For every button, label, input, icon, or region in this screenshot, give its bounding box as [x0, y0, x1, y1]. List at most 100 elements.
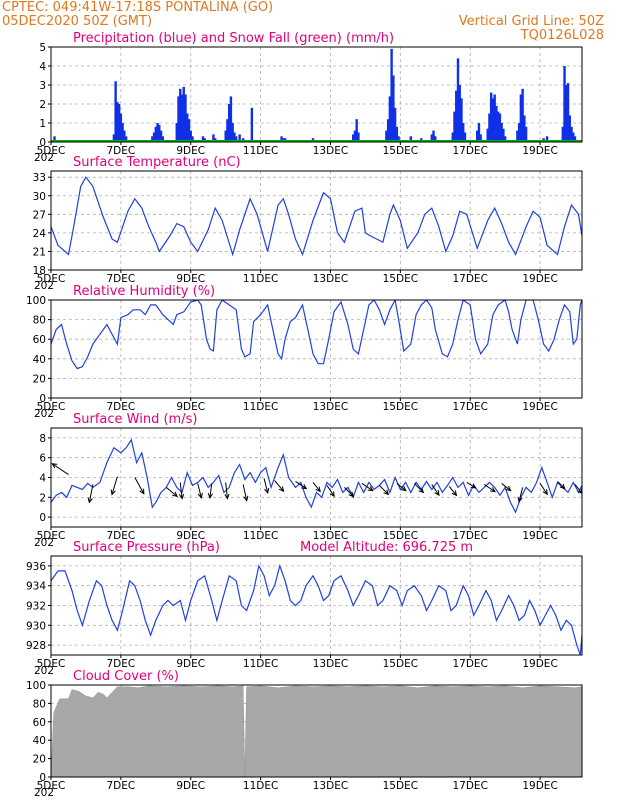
- precip-bar: [250, 107, 254, 142]
- wind-vector: [165, 487, 178, 497]
- x-tick-label: 9DEC: [176, 780, 205, 792]
- y-tick-label: 20: [33, 754, 46, 766]
- precip-bar: [516, 130, 519, 142]
- precip-bar: [573, 136, 577, 142]
- precip-bar: [475, 130, 479, 142]
- x-tick-label: 15DEC: [383, 401, 418, 413]
- precip-bar: [455, 90, 458, 142]
- wind-vector: [88, 484, 94, 503]
- wind-arrowhead: [400, 485, 407, 492]
- x-year-label: 202: [34, 280, 54, 292]
- precip-bar: [566, 83, 570, 142]
- precip-bar: [568, 115, 571, 142]
- precip-bar: [453, 111, 456, 142]
- precip-bar: [201, 136, 205, 142]
- x-tick-label: 5DEC: [37, 530, 66, 542]
- precip-bar: [572, 132, 575, 142]
- x-tick-label: 9DEC: [176, 145, 205, 157]
- y-tick-label: 930: [26, 620, 46, 632]
- precip-bar: [351, 134, 355, 142]
- precip-bar: [561, 126, 564, 142]
- precip-bar: [519, 94, 523, 142]
- x-tick-label: 11DEC: [243, 401, 278, 413]
- precip-bar: [114, 81, 117, 142]
- precip-bar: [187, 119, 191, 142]
- y-tick-label: 934: [26, 581, 46, 593]
- precip-bar: [175, 123, 178, 142]
- model-label: TQ0126L028: [520, 28, 604, 43]
- y-tick-label: 80: [33, 315, 46, 327]
- wind-arrowhead: [315, 486, 321, 493]
- precip-bar: [565, 85, 568, 142]
- wind-vector: [501, 483, 511, 492]
- x-year-label: 202: [34, 665, 54, 677]
- wind-vector: [483, 484, 496, 493]
- x-tick-label: 15DEC: [383, 780, 418, 792]
- precip-bar: [460, 98, 463, 142]
- x-tick-label: 15DEC: [383, 145, 418, 157]
- precip-bar: [458, 85, 461, 142]
- precip-bar: [189, 130, 192, 142]
- precip-bar: [503, 136, 507, 142]
- y-tick-label: 40: [33, 735, 46, 747]
- precip-bar: [159, 130, 163, 142]
- panel-humidity: 0 20 40 60 80 100 5DEC 7DEC 9DEC 11DEC 13DEC 15DEC 1…: [26, 284, 583, 420]
- y-tick-label: 80: [33, 698, 46, 710]
- x-tick-label: 15DEC: [383, 658, 418, 670]
- precip-bar: [224, 130, 227, 142]
- x-tick-label: 7DEC: [107, 401, 136, 413]
- precip-bar: [434, 136, 437, 142]
- panel-title: Relative Humidity (%): [73, 284, 215, 299]
- panel-frame: [50, 299, 583, 399]
- wind-arrowhead: [383, 489, 390, 496]
- y-tick-label: 20: [33, 373, 46, 385]
- wind-arrowhead: [243, 495, 249, 502]
- x-tick-label: 7DEC: [107, 530, 136, 542]
- precip-bar: [231, 123, 234, 142]
- precip-bar: [182, 86, 185, 142]
- precip-bar: [229, 96, 233, 142]
- wind-arrowhead: [178, 493, 185, 500]
- y-tick-label: 6: [39, 453, 46, 465]
- precip-bar: [353, 130, 357, 142]
- x-tick-label: 17DEC: [452, 780, 487, 792]
- x-year-label: 202: [34, 152, 54, 164]
- x-tick-label: 11DEC: [243, 530, 278, 542]
- y-tick-label: 0: [39, 512, 46, 524]
- precip-bar: [488, 113, 491, 142]
- wind-arrowhead: [470, 483, 477, 489]
- precip-bar: [357, 132, 360, 142]
- y-tick-label: 24: [33, 228, 47, 240]
- precip-bar: [392, 75, 395, 142]
- y-tick-label: 60: [33, 717, 46, 729]
- panel-temperature: 18 21 24 27 30 33 5DEC 7DEC 9DEC 11DEC 13DEC 15DEC 1…: [33, 155, 583, 292]
- wind-arrowhead: [577, 488, 582, 494]
- precip-bar: [498, 113, 502, 142]
- x-tick-label: 15DEC: [383, 530, 418, 542]
- x-tick-label: 17DEC: [452, 145, 487, 157]
- precip-bar: [156, 123, 159, 142]
- x-tick-label: 5DEC: [37, 145, 66, 157]
- y-tick-label: 100: [26, 295, 46, 307]
- precip-bar: [393, 107, 397, 142]
- precip-bar: [479, 134, 482, 142]
- y-tick-label: 936: [26, 561, 46, 573]
- y-tick-label: 5: [39, 42, 46, 54]
- precip-bar: [355, 119, 358, 142]
- wind-arrowhead: [434, 490, 440, 497]
- y-tick-label: 18: [33, 265, 46, 277]
- wind-arrowhead: [451, 490, 458, 497]
- panel-wind: 0 2 4 6 8 5DEC 7DEC 9DEC 11DEC 13DEC 15DEC 17DEC 19D…: [34, 412, 583, 549]
- wind-arrowhead: [489, 487, 496, 493]
- wind-arrowhead: [139, 488, 145, 495]
- wind-vector: [361, 483, 373, 492]
- x-year-label: 202: [34, 537, 54, 549]
- precip-bar: [121, 123, 124, 142]
- wind-arrowhead: [505, 485, 512, 492]
- x-tick-label: 5DEC: [37, 658, 66, 670]
- cloud-area: [51, 685, 582, 777]
- precip-bar: [117, 104, 121, 142]
- wind-vector: [326, 485, 335, 497]
- wind-arrowhead: [348, 491, 355, 498]
- x-year-label: 202: [34, 787, 54, 799]
